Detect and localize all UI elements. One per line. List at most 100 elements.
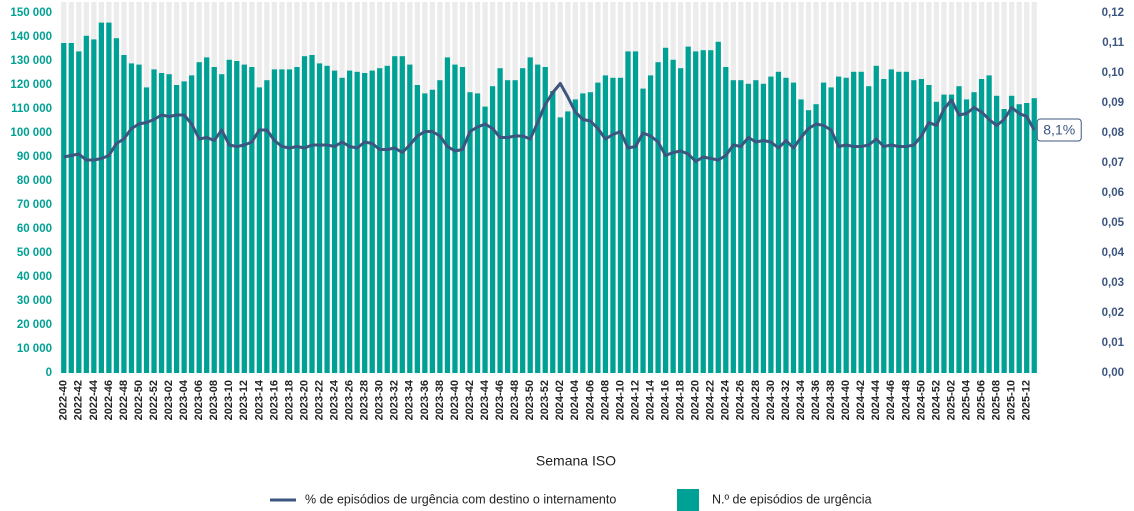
bar <box>557 117 563 374</box>
bar <box>467 92 473 373</box>
bar <box>166 74 172 373</box>
x-tick-label: 2022-40 <box>58 380 70 420</box>
bar <box>1016 104 1022 373</box>
bar <box>723 67 729 373</box>
x-tick-label: 2024-08 <box>599 380 611 420</box>
y-tick-label: 150 000 <box>10 7 52 19</box>
end-label: 8,1% <box>1043 122 1075 138</box>
line <box>63 82 1036 163</box>
bar <box>685 46 691 373</box>
bar <box>753 80 759 373</box>
bar <box>204 57 210 374</box>
bar <box>489 86 496 373</box>
bar <box>234 61 240 373</box>
bar <box>572 99 578 374</box>
bar <box>196 62 202 373</box>
bar <box>693 51 699 374</box>
bar <box>828 87 834 374</box>
x-tick-label: 2023-26 <box>344 380 356 420</box>
x-tick-label: 2024-16 <box>660 380 672 420</box>
x-tick-label: 2024-22 <box>705 380 717 420</box>
bar <box>836 76 842 373</box>
x-tick-label: 2024-28 <box>750 380 762 420</box>
bar <box>903 71 909 374</box>
x-tick-label: 2024-14 <box>644 379 656 420</box>
bar <box>286 69 293 374</box>
bar <box>1024 103 1030 373</box>
bar <box>362 73 368 373</box>
x-tick-label: 2022-46 <box>103 380 115 420</box>
bar <box>98 22 105 373</box>
bar <box>309 55 315 373</box>
bar <box>407 64 413 373</box>
x-tick-label: 2024-06 <box>584 380 596 420</box>
bar <box>189 75 195 374</box>
x-tick-label: 2024-32 <box>780 380 792 420</box>
x-tick-label: 2024-20 <box>690 380 702 420</box>
x-tick-label: 2023-14 <box>253 379 265 420</box>
y-tick-label: 100 000 <box>10 127 52 139</box>
bar <box>392 56 398 373</box>
x-tick-label: 2023-22 <box>313 380 325 420</box>
bar <box>354 71 360 374</box>
bar <box>369 70 375 373</box>
bar <box>377 68 383 373</box>
bar <box>708 50 714 373</box>
bar <box>820 82 827 373</box>
x-tick-label: 2023-16 <box>268 380 280 420</box>
x-tick-label: 2023-44 <box>479 379 491 420</box>
bar <box>617 77 624 374</box>
y-tick-label: 120 000 <box>10 79 52 91</box>
bar <box>941 94 947 373</box>
bar <box>1031 98 1037 373</box>
y-tick-label: 80 000 <box>17 175 52 187</box>
bar <box>881 79 887 373</box>
x-tick-label: 2022-52 <box>148 380 160 420</box>
x-tick-label: 2023-30 <box>374 380 386 420</box>
x-tick-label: 2023-32 <box>389 380 401 420</box>
bar <box>715 41 721 374</box>
bar <box>926 85 932 373</box>
bar <box>497 68 503 373</box>
bar <box>760 83 767 374</box>
bar <box>918 79 925 373</box>
y2-tick-label: 0,04 <box>1102 247 1125 259</box>
x-tick-label: 2023-08 <box>208 380 220 420</box>
bar <box>587 92 594 373</box>
bar <box>429 89 436 374</box>
bar <box>610 77 616 374</box>
y-tick-label: 70 000 <box>17 199 52 211</box>
bar <box>888 69 894 374</box>
bar <box>61 43 67 373</box>
bar <box>91 39 97 374</box>
bar <box>324 65 330 374</box>
y-tick-label: 20 000 <box>17 319 52 331</box>
y2-tick-label: 0,03 <box>1102 277 1124 289</box>
x-tick-label: 2023-20 <box>298 380 310 420</box>
bar <box>851 71 857 374</box>
bar <box>399 56 405 373</box>
bar <box>738 80 744 373</box>
x-tick-label: 2022-42 <box>73 380 85 420</box>
bar <box>113 38 120 373</box>
y2-tick-label: 0,00 <box>1102 367 1124 379</box>
bar <box>459 67 466 373</box>
x-tick-label: 2024-24 <box>720 379 732 420</box>
y2-tick-label: 0,06 <box>1102 187 1124 199</box>
x-tick-label: 2023-18 <box>283 380 295 420</box>
bar <box>474 93 481 374</box>
bar <box>602 75 609 374</box>
y-tick-label: 0 <box>46 367 52 379</box>
bar <box>512 80 518 373</box>
bar <box>294 67 300 373</box>
y2-tick-label: 0,02 <box>1102 307 1124 319</box>
legend-label: % de episódios de urgência com destino o… <box>305 492 616 506</box>
x-tick-label: 2023-42 <box>464 380 476 420</box>
bar <box>158 73 165 373</box>
bar <box>504 80 511 373</box>
x-tick-label: 2024-30 <box>765 380 777 420</box>
bar <box>911 80 917 373</box>
bar <box>655 62 661 373</box>
y-tick-label: 40 000 <box>17 271 52 283</box>
